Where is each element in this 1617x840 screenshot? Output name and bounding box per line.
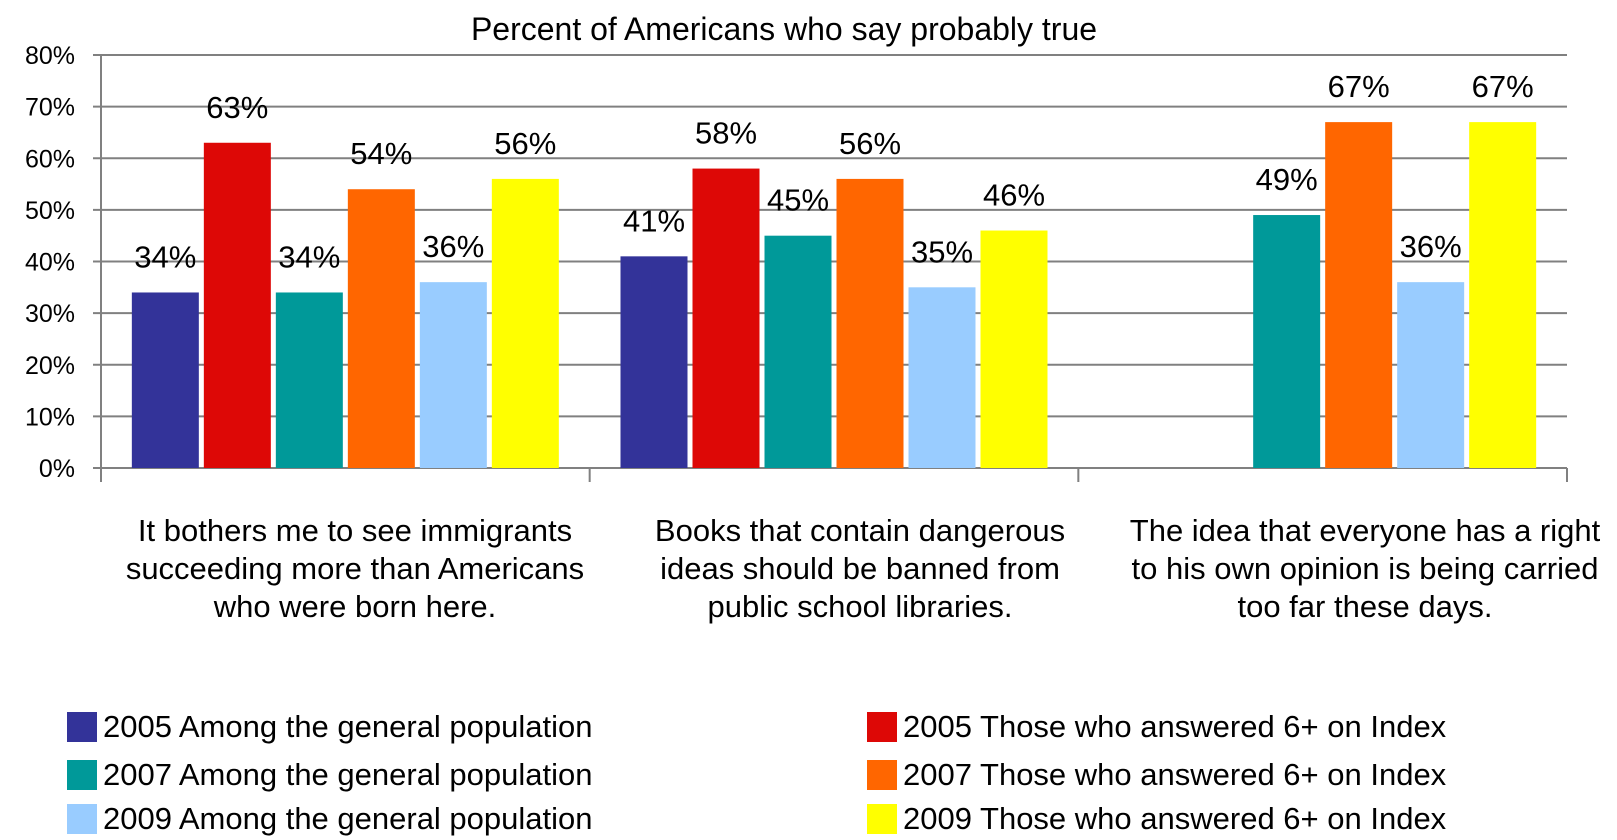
legend-label: 2009 Among the general population [103, 801, 593, 836]
bar-value-label: 58% [695, 116, 757, 151]
legend-label: 2007 Those who answered 6+ on Index [903, 757, 1447, 792]
legend-swatch-2007-general [67, 760, 97, 790]
bar [419, 282, 487, 468]
bar [1397, 282, 1465, 468]
category-label-opinion: The idea that everyone has a right to hi… [1129, 513, 1601, 624]
legend-label: 2009 Those who answered 6+ on Index [903, 801, 1447, 836]
bar [764, 235, 832, 468]
y-tick-label: 80% [25, 42, 75, 70]
chart-title: Percent of Americans who say probably tr… [471, 11, 1097, 47]
bar [692, 168, 760, 468]
legend-item: 2009 Those who answered 6+ on Index [867, 799, 1446, 839]
bar [203, 142, 271, 468]
bar-value-label: 56% [839, 126, 901, 161]
bar [1469, 122, 1537, 469]
bar-value-label: 46% [983, 178, 1045, 213]
bar [491, 178, 559, 468]
legend-swatch-2009-general [67, 804, 97, 834]
legend-label: 2005 Those who answered 6+ on Index [903, 709, 1447, 744]
y-tick-label: 50% [25, 197, 75, 225]
bar-value-label: 36% [1400, 229, 1462, 264]
bar-value-label: 67% [1328, 69, 1390, 104]
legend-item: 2005 Those who answered 6+ on Index [867, 707, 1446, 747]
bar-value-label: 45% [767, 183, 829, 218]
bar-value-label: 35% [911, 234, 973, 269]
legend-item: 2005 Among the general population [67, 707, 593, 747]
bar [836, 178, 904, 468]
y-tick-label: 20% [25, 352, 75, 380]
y-tick-label: 0% [39, 455, 75, 483]
bar-value-label: 36% [422, 229, 484, 264]
legend-swatch-2005-index [867, 712, 897, 742]
category-label-books: Books that contain dangerous ideas shoul… [654, 513, 1066, 624]
bar [1325, 122, 1393, 469]
bar-value-label: 56% [494, 126, 556, 161]
bar-value-label: 34% [134, 239, 196, 274]
y-tick-label: 10% [25, 403, 75, 431]
legend-label: 2007 Among the general population [103, 757, 593, 792]
bar-value-label: 41% [623, 203, 685, 238]
bar [980, 230, 1048, 468]
y-tick-label: 70% [25, 94, 75, 122]
bar-value-label: 49% [1256, 162, 1318, 197]
bar [347, 189, 415, 468]
y-tick-label: 60% [25, 145, 75, 173]
bar-value-label: 54% [350, 136, 412, 171]
legend-item: 2007 Those who answered 6+ on Index [867, 755, 1446, 795]
legend-swatch-2009-index [867, 804, 897, 834]
bar-value-label: 67% [1472, 69, 1534, 104]
bar [908, 287, 976, 468]
legend-swatch-2005-general [67, 712, 97, 742]
category-label-immigrants: It bothers me to see immigrants succeedi… [125, 513, 585, 624]
legend-item: 2007 Among the general population [67, 755, 593, 795]
y-tick-label: 30% [25, 300, 75, 328]
bar-value-label: 63% [206, 90, 268, 125]
legend-item: 2009 Among the general population [67, 799, 593, 839]
bar-value-label: 34% [278, 239, 340, 274]
bar [1253, 215, 1321, 468]
bar [275, 292, 343, 468]
bar [620, 256, 688, 468]
bar [131, 292, 199, 468]
bar-chart: Percent of Americans who say probably tr… [25, 11, 1568, 483]
legend-label: 2005 Among the general population [103, 709, 593, 744]
legend-swatch-2007-index [867, 760, 897, 790]
y-tick-label: 40% [25, 249, 75, 277]
